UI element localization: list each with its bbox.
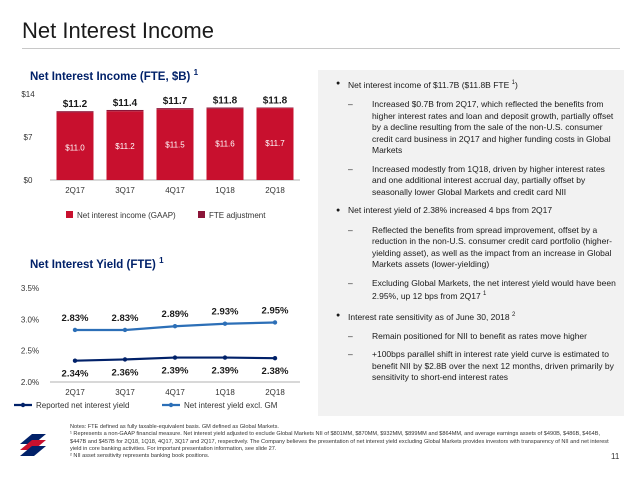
footnote-line: Notes: FTE defined as fully taxable-equi… — [70, 424, 279, 430]
data-label-reported: 2.36% — [112, 367, 139, 378]
x-tick-label: 2Q18 — [265, 186, 285, 195]
bullet-secondary: Increased $0.7B from 2Q17, which reflect… — [336, 99, 620, 157]
data-label-excl-gm: 2.83% — [112, 313, 139, 324]
data-label-reported: 2.39% — [162, 366, 189, 377]
bar-value-label: $11.6 — [215, 140, 235, 149]
bar-value-label: $11.0 — [65, 143, 85, 152]
data-point-excl-gm — [172, 324, 178, 329]
footnote-line: ² NII asset sensitivity represents banki… — [70, 453, 210, 460]
data-point-excl-gm — [72, 327, 78, 333]
data-label-reported: 2.39% — [212, 366, 239, 377]
bar-fte-adjustment — [156, 108, 194, 110]
bullet-secondary: Remain positioned for NII to benefit as … — [336, 331, 620, 343]
data-label-reported: 2.34% — [62, 369, 89, 380]
bar-gaap — [256, 108, 294, 180]
y-tick-label: $7 — [24, 133, 33, 142]
legend-marker-reported — [20, 402, 26, 408]
bullet-secondary: Reflected the benefits from spread impro… — [336, 225, 620, 271]
data-point-reported — [122, 357, 128, 362]
x-tick-label: 2Q17 — [65, 186, 85, 195]
legend-label-fte: FTE adjustment — [209, 211, 266, 220]
x-tick-label: 1Q18 — [215, 388, 235, 397]
y-tick-label: 2.5% — [21, 347, 39, 356]
x-tick-label: 4Q17 — [165, 388, 185, 397]
page-title: Net Interest Income — [22, 18, 214, 43]
y-tick-label: 2.0% — [21, 378, 39, 387]
x-tick-label: 3Q17 — [115, 388, 135, 397]
bar-fte-adjustment — [256, 107, 294, 109]
data-point-excl-gm — [222, 321, 228, 326]
title-divider — [22, 48, 620, 49]
line-chart-title: Net Interest Yield (FTE) 1 — [30, 256, 164, 271]
x-tick-label: 3Q17 — [115, 186, 135, 195]
data-label-reported: 2.38% — [262, 366, 289, 377]
data-label-excl-gm: 2.83% — [62, 313, 89, 324]
bar-total-label: $11.8 — [263, 96, 288, 107]
data-point-reported — [72, 358, 78, 363]
bullet-primary: Net interest yield of 2.38% increased 4 … — [336, 205, 620, 217]
data-label-excl-gm: 2.89% — [162, 309, 189, 320]
data-point-reported — [272, 355, 278, 361]
bar-value-label: $11.2 — [115, 142, 135, 151]
bullet-primary: Interest rate sensitivity as of June 30,… — [336, 310, 620, 323]
bar-fte-adjustment — [56, 111, 94, 113]
bullet-secondary: Excluding Global Markets, the net intere… — [336, 278, 620, 303]
legend-swatch-gaap — [66, 211, 73, 218]
x-tick-label: 1Q18 — [215, 186, 235, 195]
y-tick-label: 3.0% — [21, 315, 39, 324]
data-point-reported — [222, 355, 228, 360]
data-point-reported — [172, 355, 178, 360]
x-tick-label: 4Q17 — [165, 186, 185, 195]
bar-gaap — [106, 111, 144, 180]
bar-total-label: $11.8 — [213, 96, 238, 107]
bullet-primary: Net interest income of $11.7B ($11.8B FT… — [336, 78, 620, 91]
line-chart: 2.0% 2.5% 3.0% 3.5% 2.34% 2.36% 2.39% 2.39% 2.38… — [14, 284, 300, 410]
bar-gaap — [156, 109, 194, 180]
data-label-excl-gm: 2.93% — [212, 307, 239, 318]
data-point-excl-gm — [272, 320, 278, 325]
bar-chart: $0 $7 $14 $11.0 $11.2 2Q17 $11.2 $11.4 3Q17 $11.5… — [21, 90, 300, 220]
bar-total-label: $11.2 — [63, 99, 88, 110]
legend-label-reported: Reported net interest yield — [36, 401, 129, 410]
data-label-excl-gm: 2.95% — [262, 305, 289, 316]
bar-value-label: $11.7 — [265, 139, 285, 148]
page-number: 11 — [611, 452, 620, 461]
legend-swatch-fte — [198, 211, 205, 218]
data-point-excl-gm — [122, 327, 128, 333]
bar-total-label: $11.4 — [113, 98, 138, 109]
y-tick-label: 3.5% — [21, 284, 39, 293]
y-tick-label: $0 — [24, 176, 33, 185]
footnotes: Notes: FTE defined as fully taxable-equi… — [70, 424, 615, 460]
bar-chart-title: Net Interest Income (FTE, $B) 1 — [30, 68, 199, 83]
footnote-line: ¹ Represents a non-GAAP financial measur… — [70, 431, 609, 452]
legend-marker-excl-gm — [168, 402, 174, 408]
bullet-secondary: +100bps parallel shift in interest rate … — [336, 349, 620, 384]
legend-label-gaap: Net interest income (GAAP) — [77, 211, 176, 220]
x-tick-label: 2Q18 — [265, 388, 285, 397]
bar-gaap — [56, 112, 94, 180]
bar-fte-adjustment — [106, 109, 144, 112]
bar-fte-adjustment — [206, 107, 244, 109]
bar-gaap — [206, 108, 244, 180]
legend-label-excl-gm: Net interest yield excl. GM — [184, 401, 278, 410]
flag-logo-icon — [20, 434, 46, 456]
bullet-secondary: Increased modestly from 1Q18, driven by … — [336, 164, 620, 199]
y-tick-label: $14 — [21, 90, 35, 99]
commentary-bullets: Net interest income of $11.7B ($11.8B FT… — [336, 78, 620, 391]
x-tick-label: 2Q17 — [65, 388, 85, 397]
bar-total-label: $11.7 — [163, 96, 188, 107]
bar-value-label: $11.5 — [165, 140, 185, 149]
